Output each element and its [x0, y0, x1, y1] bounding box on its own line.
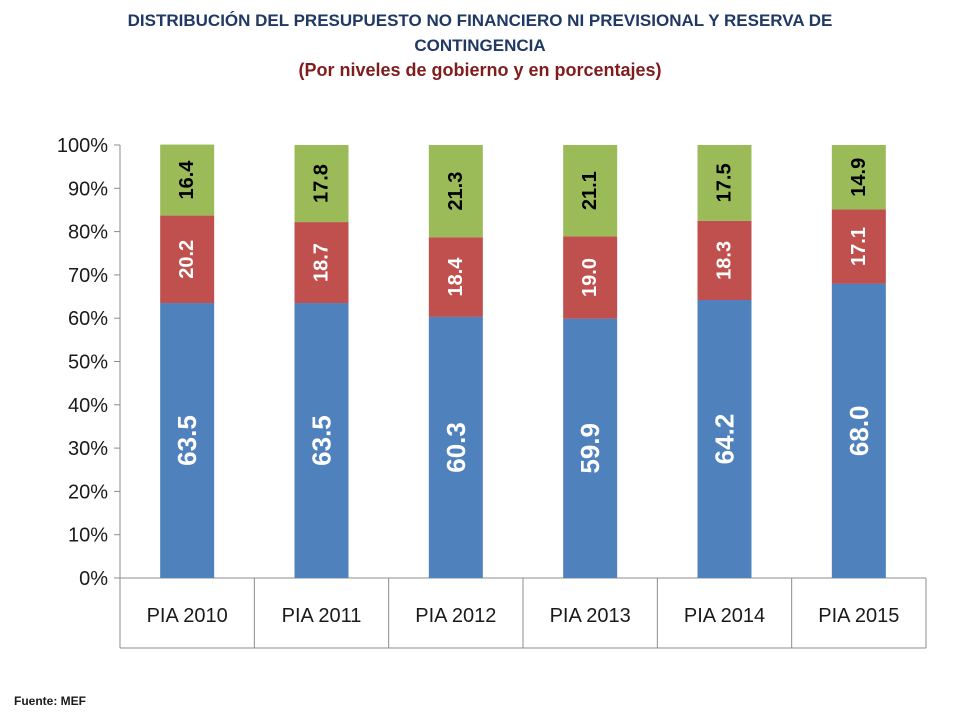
bar-segment — [831, 209, 886, 284]
title-line-1: DISTRIBUCIÓN DEL PRESUPUESTO NO FINANCIE… — [127, 11, 833, 30]
title-line-2: CONTINGENCIA — [414, 36, 546, 55]
data-label: 16.4 — [176, 160, 198, 200]
source-note: Fuente: MEF — [14, 694, 86, 708]
bar-segment — [563, 236, 618, 319]
bar-segment — [697, 145, 752, 221]
bar-segment — [294, 145, 349, 223]
bar-segment — [697, 220, 752, 301]
bar-segment — [831, 145, 886, 210]
y-tick-label: 0% — [79, 568, 108, 590]
data-label: 18.4 — [445, 257, 467, 297]
bar-segment — [697, 300, 752, 578]
category-label: PIA 2012 — [415, 605, 496, 627]
bar-segment — [160, 303, 215, 578]
y-tick-label: 90% — [68, 178, 108, 200]
y-tick-label: 70% — [68, 265, 108, 287]
data-label: 63.5 — [307, 415, 337, 466]
data-label: 18.3 — [714, 241, 736, 280]
y-tick-label: 80% — [68, 222, 108, 244]
bar-segment — [294, 303, 349, 578]
data-label: 17.1 — [848, 227, 870, 266]
data-label: 21.3 — [445, 172, 467, 211]
category-label: PIA 2014 — [684, 605, 765, 627]
data-label: 63.5 — [172, 415, 202, 466]
y-tick-label: 60% — [68, 308, 108, 330]
bar-segment — [294, 222, 349, 304]
category-label: PIA 2013 — [550, 605, 631, 627]
data-label: 17.8 — [311, 164, 333, 203]
y-tick-label: 40% — [68, 395, 108, 417]
data-label: 59.9 — [575, 423, 605, 474]
data-label: 60.3 — [441, 422, 471, 473]
bar-segment — [428, 237, 483, 317]
y-tick-label: 20% — [68, 481, 108, 503]
data-label: 21.1 — [579, 171, 601, 210]
bar-segment — [563, 145, 618, 237]
bar-segment — [160, 144, 215, 216]
bar-segment — [160, 215, 215, 304]
chart-title: DISTRIBUCIÓN DEL PRESUPUESTO NO FINANCIE… — [40, 8, 920, 83]
bar-segment — [563, 318, 618, 578]
data-label: 17.5 — [714, 163, 736, 202]
data-label: 68.0 — [844, 405, 874, 456]
data-label: 20.2 — [176, 240, 198, 279]
y-tick-label: 10% — [68, 525, 108, 547]
category-label: PIA 2015 — [818, 605, 899, 627]
y-tick-label: 50% — [68, 352, 108, 374]
y-tick-label: 100% — [57, 135, 108, 157]
bar-segment — [428, 145, 483, 238]
data-label: 14.9 — [848, 158, 870, 197]
data-label: 64.2 — [710, 414, 740, 465]
y-tick-label: 30% — [68, 438, 108, 460]
category-label: PIA 2010 — [147, 605, 228, 627]
data-label: 18.7 — [311, 243, 333, 282]
title-subtitle: (Por niveles de gobierno y en porcentaje… — [298, 60, 662, 80]
bar-segment — [428, 316, 483, 578]
bar-segment — [831, 283, 886, 578]
category-label: PIA 2011 — [282, 605, 362, 627]
data-label: 19.0 — [579, 258, 601, 297]
